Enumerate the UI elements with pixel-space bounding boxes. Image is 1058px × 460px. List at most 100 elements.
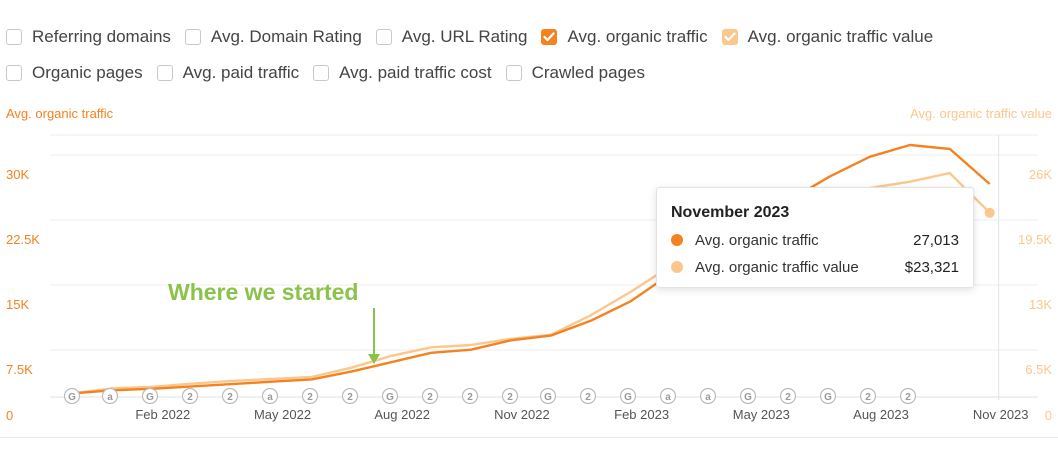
x-tick-label: Nov 2023 <box>973 407 1029 422</box>
event-marker-label: G <box>386 392 394 403</box>
legend-label: Avg. paid traffic <box>182 63 300 82</box>
x-tick-label: Feb 2023 <box>614 407 669 422</box>
event-marker-label: G <box>824 392 832 403</box>
tooltip-value-traffic: 27,013 <box>913 231 959 249</box>
event-marker-label: G <box>146 392 154 403</box>
legend-referring-domains[interactable]: Referring domains <box>6 27 171 47</box>
annotation-text: Where we started <box>168 279 358 305</box>
legend-avg-domain-rating[interactable]: Avg. Domain Rating <box>184 27 362 47</box>
legend-label: Organic pages <box>32 63 143 82</box>
event-marker-label: a <box>107 392 113 403</box>
right-tick-label: 6.5K <box>1025 362 1052 377</box>
checkbox-referring-domains[interactable] <box>6 29 22 45</box>
event-marker <box>381 387 399 405</box>
event-marker <box>421 387 439 405</box>
legend-row-1: Referring domains Avg. Domain Rating Avg. … <box>6 27 947 47</box>
tooltip-dot-traffic-value <box>671 261 683 273</box>
event-marker <box>779 387 797 405</box>
bottom-divider <box>0 437 1058 438</box>
event-marker-label: 2 <box>865 392 871 403</box>
checkbox-crawled-pages[interactable] <box>505 65 522 81</box>
event-marker <box>141 387 159 405</box>
event-marker <box>859 387 877 405</box>
x-tick-label: Aug 2022 <box>374 407 430 422</box>
left-tick-label: 15K <box>6 297 29 312</box>
event-marker <box>181 387 199 405</box>
checkbox-avg-paid-traffic-cost[interactable] <box>313 65 330 81</box>
x-tick-label: Feb 2022 <box>135 407 190 422</box>
x-tick-label: Aug 2023 <box>853 407 909 422</box>
left-axis-title: Avg. organic traffic <box>6 106 114 121</box>
legend-avg-organic-traffic[interactable]: Avg. organic traffic <box>541 27 708 47</box>
legend-crawled-pages[interactable]: Crawled pages <box>505 63 645 83</box>
event-marker-label: 2 <box>467 392 473 403</box>
legend-avg-paid-traffic-cost[interactable]: Avg. paid traffic cost <box>313 63 492 83</box>
tooltip-row-traffic: Avg. organic traffic 27,013 <box>671 230 959 250</box>
event-marker-label: 2 <box>347 392 353 403</box>
left-tick-label: 30K <box>6 167 29 182</box>
legend-organic-pages[interactable]: Organic pages <box>6 63 143 83</box>
tooltip-label-traffic: Avg. organic traffic <box>695 231 819 249</box>
annotation-arrow-head <box>368 354 380 364</box>
checkmark-icon <box>543 32 556 42</box>
event-marker <box>501 387 519 405</box>
series-line-avg-organic-traffic <box>71 143 991 395</box>
legend-label: Avg. paid traffic cost <box>339 63 492 82</box>
checkbox-organic-pages[interactable] <box>6 65 22 81</box>
event-marker <box>101 387 119 405</box>
traffic-chart: Avg. organic traffic Avg. organic traffic… <box>6 106 1052 423</box>
right-axis-title: Avg. organic traffic value <box>910 106 1052 121</box>
event-marker-label: 2 <box>585 392 591 403</box>
event-marker-label: a <box>705 392 711 403</box>
legend-avg-organic-traffic-value[interactable]: Avg. organic traffic value <box>721 27 934 47</box>
chart-tooltip: November 2023 Avg. organic traffic 27,01… <box>656 187 974 288</box>
event-marker <box>819 387 837 405</box>
legend-label: Avg. organic traffic value <box>747 27 934 46</box>
event-marker <box>63 387 81 405</box>
event-marker <box>341 387 359 405</box>
checkmark-icon <box>724 32 736 42</box>
legend-avg-paid-traffic[interactable]: Avg. paid traffic <box>156 63 300 83</box>
event-marker <box>579 387 597 405</box>
legend-label: Avg. organic traffic <box>567 27 708 46</box>
event-marker-label: a <box>665 392 671 403</box>
tooltip-value-traffic-value: $23,321 <box>904 258 959 276</box>
checkbox-avg-organic-traffic-value[interactable] <box>721 29 738 45</box>
tooltip-label-traffic-value: Avg. organic traffic value <box>695 258 859 276</box>
legend-label: Avg. URL Rating <box>401 27 528 46</box>
event-marker <box>739 387 757 405</box>
checkbox-avg-domain-rating[interactable] <box>184 29 201 45</box>
event-marker-label: G <box>544 392 552 403</box>
checkbox-avg-paid-traffic[interactable] <box>156 65 173 81</box>
event-marker <box>261 387 279 405</box>
right-tick-label: 13K <box>1029 297 1052 312</box>
legend-avg-url-rating[interactable]: Avg. URL Rating <box>375 27 528 47</box>
event-marker-label: 2 <box>187 392 193 403</box>
event-marker <box>461 387 479 405</box>
event-marker <box>659 387 677 405</box>
event-marker-label: 2 <box>905 392 911 403</box>
x-tick-label: May 2022 <box>254 407 311 422</box>
legend-label: Avg. Domain Rating <box>210 27 362 46</box>
event-marker <box>699 387 717 405</box>
legend-row-2: Organic pages Avg. paid traffic Avg. paid … <box>6 63 659 83</box>
checkbox-avg-url-rating[interactable] <box>375 29 392 45</box>
event-marker-label: 2 <box>507 392 513 403</box>
event-marker-label: G <box>624 392 632 403</box>
event-marker <box>539 387 557 405</box>
event-marker-label: 2 <box>307 392 313 403</box>
left-tick-label: 7.5K <box>6 362 33 377</box>
checkbox-avg-organic-traffic[interactable] <box>541 29 558 45</box>
right-tick-label: 0 <box>1045 408 1052 423</box>
right-tick-label: 19.5K <box>1018 232 1052 247</box>
tooltip-title: November 2023 <box>671 204 790 221</box>
event-marker <box>899 387 917 405</box>
tooltip-row-traffic-value: Avg. organic traffic value $23,321 <box>671 257 959 277</box>
x-tick-label: May 2023 <box>733 407 790 422</box>
event-marker-label: 2 <box>785 392 791 403</box>
event-marker-label: G <box>68 392 76 403</box>
x-tick-label: Nov 2022 <box>494 407 550 422</box>
event-marker-label: 2 <box>427 392 433 403</box>
left-tick-label: 22.5K <box>6 232 40 247</box>
end-point-marker <box>984 207 995 218</box>
